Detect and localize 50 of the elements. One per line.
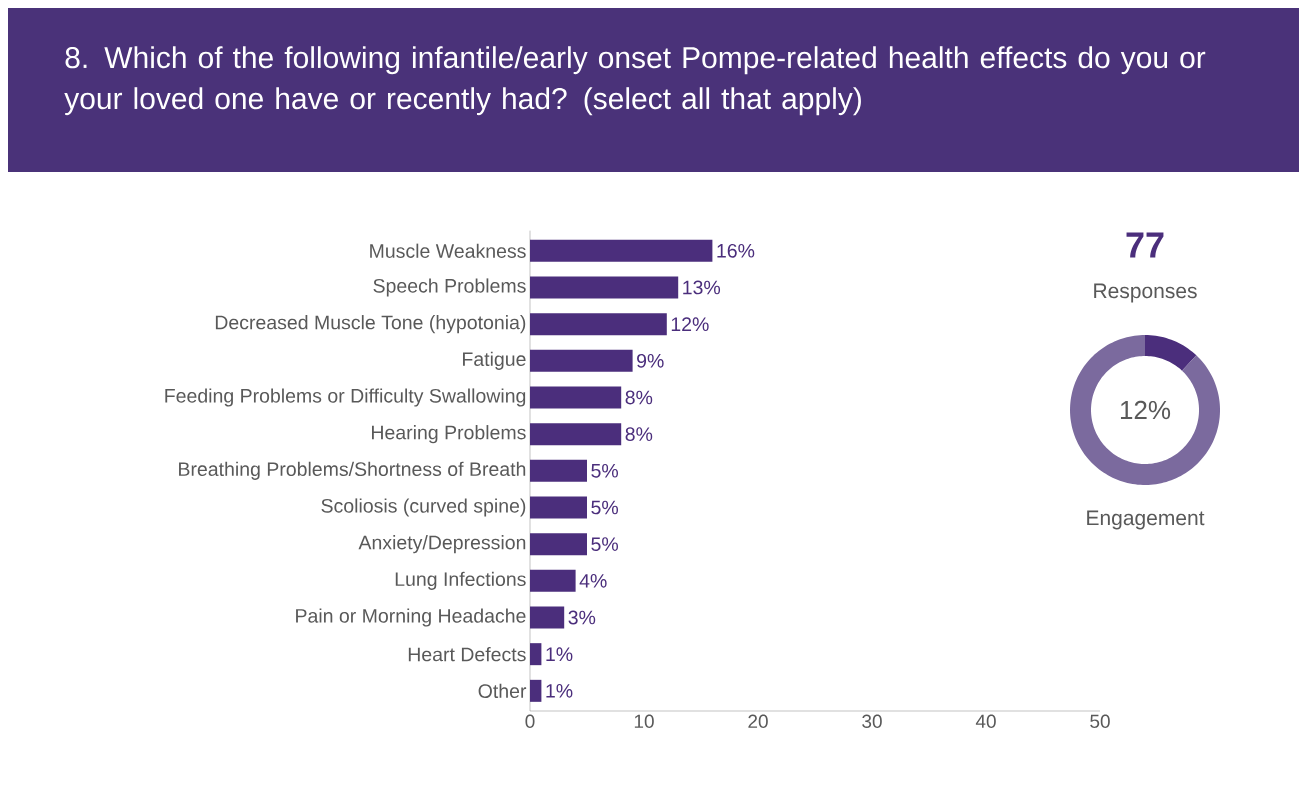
data-label: 1% bbox=[546, 684, 573, 698]
data-label: 4% bbox=[579, 574, 607, 588]
y-tick-label: Lung Infections bbox=[395, 571, 526, 590]
data-label: 3% bbox=[568, 610, 596, 625]
bar bbox=[530, 606, 565, 629]
bar bbox=[530, 239, 713, 262]
data-label: 12% bbox=[671, 317, 709, 331]
bar bbox=[530, 679, 542, 702]
bar bbox=[530, 349, 633, 372]
data-label: 16% bbox=[717, 243, 755, 258]
x-tick-label: 0 bbox=[525, 714, 535, 728]
text: 12% bbox=[1120, 400, 1171, 420]
annotation: Engagement bbox=[1087, 510, 1205, 530]
y-tick-label: Decreased Muscle Tone (hypotonia) bbox=[215, 315, 526, 334]
data-label: 8% bbox=[625, 427, 653, 442]
y-tick-label: Muscle Weakness bbox=[370, 243, 526, 258]
data-label: 13% bbox=[683, 280, 721, 295]
x-tick-label: 40 bbox=[975, 714, 996, 728]
y-tick-label: Pain or Morning Headache bbox=[296, 608, 526, 627]
bar bbox=[530, 313, 667, 336]
data-label: 5% bbox=[591, 537, 619, 552]
bar bbox=[530, 533, 587, 556]
data-label: 5% bbox=[591, 500, 619, 515]
bar bbox=[530, 386, 622, 409]
bar bbox=[530, 423, 622, 446]
data-label: 5% bbox=[591, 463, 619, 478]
text: 77 bbox=[1126, 232, 1164, 258]
data-label: 9% bbox=[637, 353, 664, 368]
bar bbox=[530, 569, 576, 592]
y-tick-label: Breathing Problems/Shortness of Breath bbox=[179, 461, 526, 480]
x-tick-label: 30 bbox=[862, 714, 882, 728]
chart-title: 8. Which of the following infantile/early onset Pompe-related health effects do you or your loved one have or recently had? (select all that apply) bbox=[64, 46, 1206, 116]
y-tick-label: Heart Defects bbox=[408, 647, 526, 662]
x-tick-label: 50 bbox=[1090, 714, 1110, 728]
y-tick-label: Feeding Problems or Difficulty Swallowing bbox=[165, 388, 526, 407]
y-tick-label: Fatigue bbox=[463, 351, 526, 370]
bar bbox=[530, 496, 587, 519]
bar bbox=[530, 459, 587, 482]
y-tick-label: Scoliosis (curved spine) bbox=[321, 498, 526, 517]
bar bbox=[530, 276, 679, 299]
annotation: Responses bbox=[1094, 283, 1197, 303]
bar bbox=[530, 643, 542, 666]
data-label: 8% bbox=[625, 390, 653, 405]
data-label: 1% bbox=[546, 647, 573, 661]
y-tick-label: Anxiety/Depression bbox=[358, 535, 526, 554]
y-tick-label: Hearing Problems bbox=[372, 425, 526, 444]
y-tick-label: Speech Problems bbox=[373, 278, 526, 297]
y-tick-label: Other bbox=[478, 683, 527, 698]
x-tick-label: 10 bbox=[634, 714, 654, 728]
x-tick-label: 20 bbox=[748, 714, 768, 728]
